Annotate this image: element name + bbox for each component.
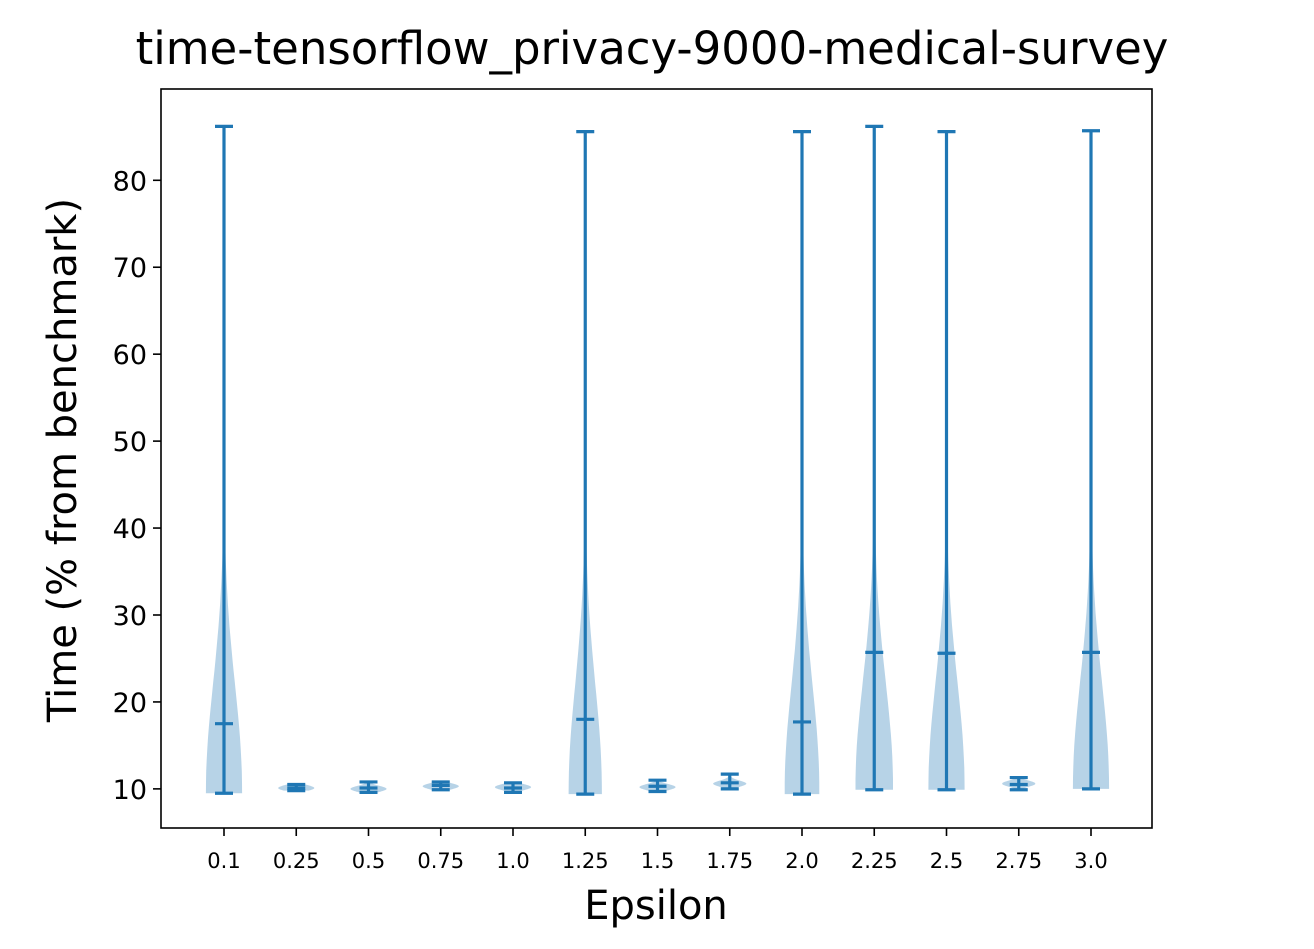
y-axis-label: Time (% from benchmark) [40,198,86,723]
y-tick-label: 10 [113,775,147,806]
x-tick-label: 1.5 [641,849,674,873]
y-tick-label: 30 [113,601,147,632]
x-tick-label: 1.25 [562,849,609,873]
chart-title: time-tensorflow_privacy-9000-medical-sur… [136,22,1169,75]
x-axis-label: Epsilon [584,883,728,929]
x-tick-label: 2.75 [995,849,1042,873]
x-tick-label: 1.75 [706,849,753,873]
y-tick-label: 50 [113,427,147,458]
violin-series [205,124,1110,796]
y-tick-label: 20 [113,688,147,719]
x-tick-label: 1.0 [496,849,529,873]
y-axis-ticks: 10 20 30 40 50 60 70 80 [113,166,161,806]
x-tick-label: 0.25 [273,849,320,873]
y-tick-label: 80 [113,166,147,197]
y-tick-label: 40 [113,514,147,545]
x-tick-label: 0.5 [352,849,385,873]
x-tick-label: 3.0 [1074,849,1107,873]
x-tick-label: 0.1 [207,849,240,873]
plot-frame [160,88,1153,829]
y-tick-label: 70 [113,253,147,284]
x-tick-label: 2.25 [851,849,898,873]
x-tick-label: 0.75 [417,849,464,873]
x-tick-label: 2.5 [930,849,963,873]
y-tick-label: 60 [113,340,147,371]
x-tick-label: 2.0 [785,849,818,873]
x-axis-ticks: 0.1 0.25 0.5 0.75 1.0 1.25 1.5 1.75 2.0 2.25 2.5 2.… [207,828,1108,873]
